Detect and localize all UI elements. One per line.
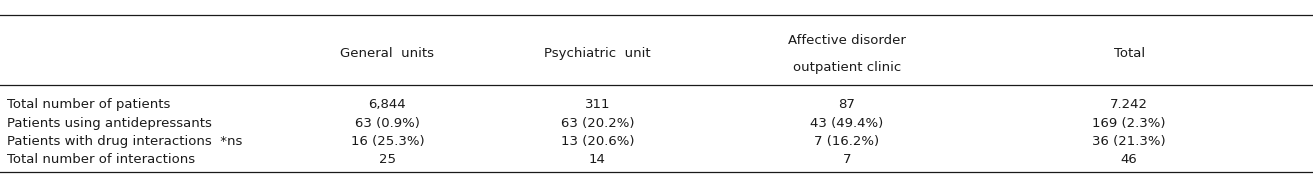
Text: 87: 87 bbox=[839, 98, 855, 111]
Text: 25: 25 bbox=[379, 153, 395, 166]
Text: 14: 14 bbox=[590, 153, 605, 166]
Text: 13 (20.6%): 13 (20.6%) bbox=[561, 135, 634, 148]
Text: 36 (21.3%): 36 (21.3%) bbox=[1092, 135, 1166, 148]
Text: Patients using antidepressants: Patients using antidepressants bbox=[7, 117, 211, 130]
Text: 16 (25.3%): 16 (25.3%) bbox=[351, 135, 424, 148]
Text: 63 (0.9%): 63 (0.9%) bbox=[355, 117, 420, 130]
Text: Affective disorder: Affective disorder bbox=[788, 34, 906, 47]
Text: 46: 46 bbox=[1121, 153, 1137, 166]
Text: Total number of patients: Total number of patients bbox=[7, 98, 169, 111]
Text: 63 (20.2%): 63 (20.2%) bbox=[561, 117, 634, 130]
Text: Patients with drug interactions  *ns: Patients with drug interactions *ns bbox=[7, 135, 242, 148]
Text: 169 (2.3%): 169 (2.3%) bbox=[1092, 117, 1166, 130]
Text: outpatient clinic: outpatient clinic bbox=[793, 61, 901, 74]
Text: Psychiatric  unit: Psychiatric unit bbox=[544, 47, 651, 60]
Text: 43 (49.4%): 43 (49.4%) bbox=[810, 117, 884, 130]
Text: 311: 311 bbox=[584, 98, 611, 111]
Text: Total number of interactions: Total number of interactions bbox=[7, 153, 194, 166]
Text: Total: Total bbox=[1113, 47, 1145, 60]
Text: General  units: General units bbox=[340, 47, 435, 60]
Text: 7: 7 bbox=[843, 153, 851, 166]
Text: 7.242: 7.242 bbox=[1111, 98, 1148, 111]
Text: 7 (16.2%): 7 (16.2%) bbox=[814, 135, 880, 148]
Text: 6,844: 6,844 bbox=[369, 98, 406, 111]
